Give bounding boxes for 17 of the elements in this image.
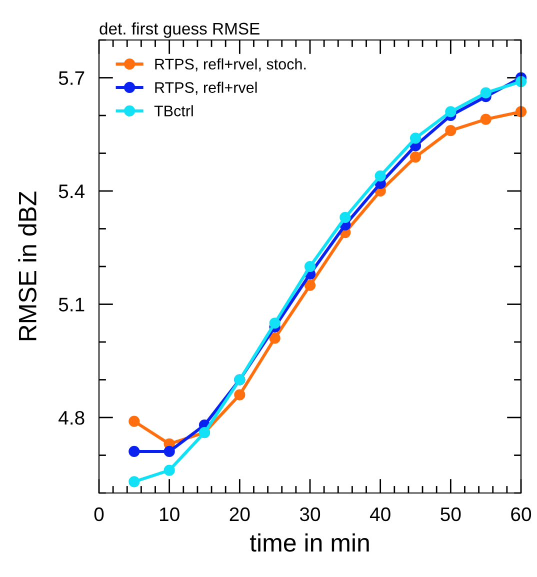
x-tick-label: 10 <box>160 507 180 522</box>
x-tick-label: 0 <box>94 507 104 522</box>
x-tick-label: 60 <box>511 507 532 522</box>
chart-title: det. first guess RMSE <box>100 22 260 38</box>
x-tick-label: 30 <box>300 507 320 522</box>
y-tick-label: 5.4 <box>58 184 85 198</box>
y-tick-label: 5.1 <box>58 298 84 312</box>
x-axis-title: time in min <box>250 533 369 552</box>
legend-label: RTPS, refl+rvel <box>155 82 257 95</box>
x-tick-label: 50 <box>440 507 461 522</box>
y-tick-label: 5.7 <box>58 71 84 85</box>
x-tick-label: 40 <box>370 507 390 522</box>
y-tick-label: 4.8 <box>58 410 84 425</box>
legend-label: RTPS, refl+rvel, stoch. <box>155 58 306 72</box>
y-axis-title: RMSE in dBZ <box>18 192 36 340</box>
legend-label: TBctrl <box>154 105 193 116</box>
x-tick-label: 20 <box>230 507 250 522</box>
